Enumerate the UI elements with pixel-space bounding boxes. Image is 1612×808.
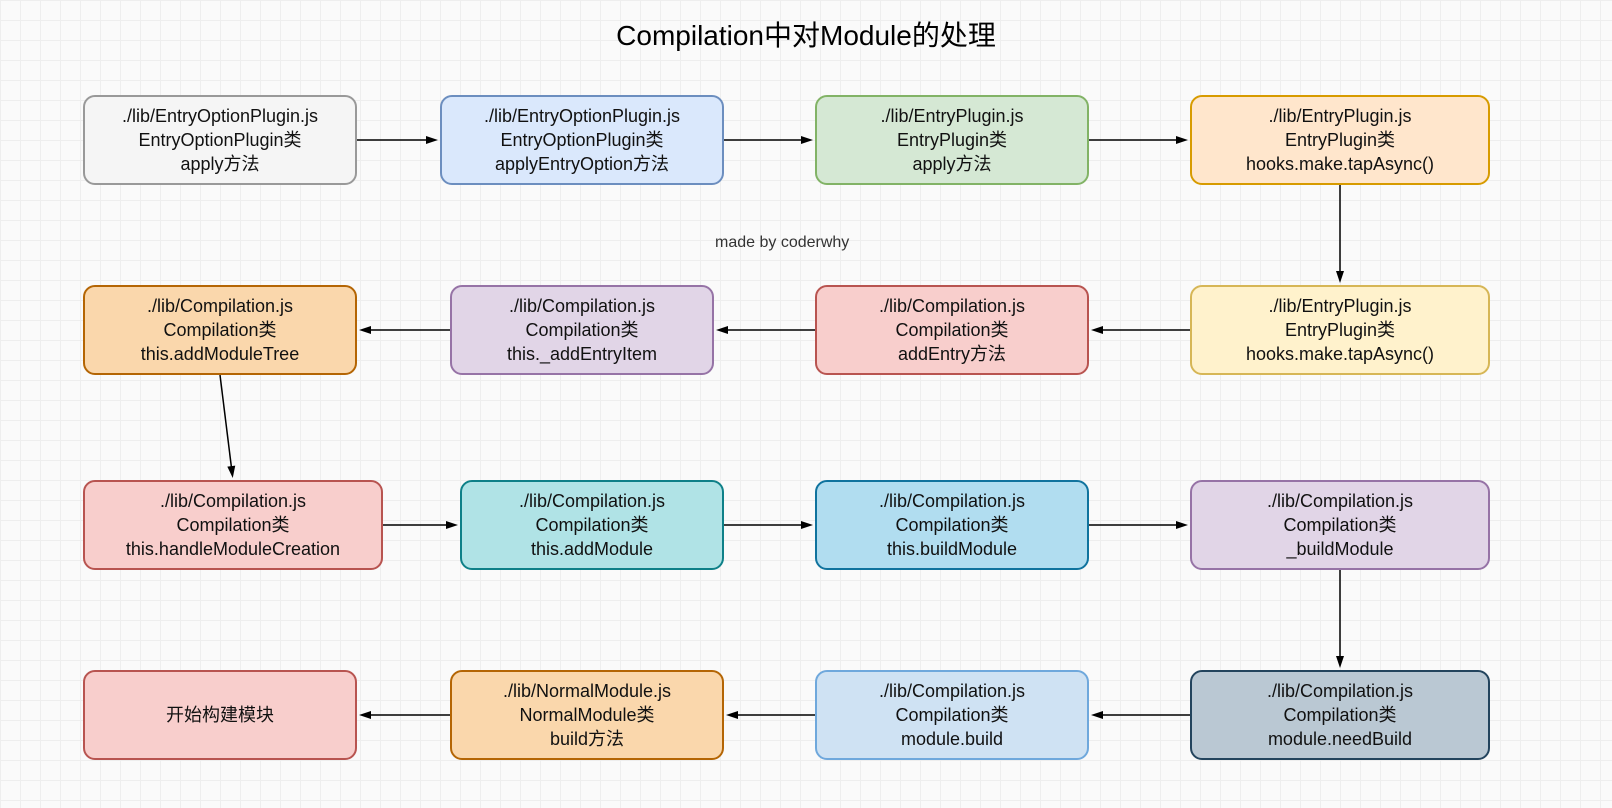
node-line: Compilation类	[895, 318, 1008, 342]
node-line: ./lib/Compilation.js	[879, 294, 1025, 318]
node-line: _buildModule	[1286, 537, 1393, 561]
node-line: EntryPlugin类	[1285, 318, 1395, 342]
node-line: ./lib/Compilation.js	[147, 294, 293, 318]
node-line: ./lib/Compilation.js	[160, 489, 306, 513]
node-line: Compilation类	[895, 703, 1008, 727]
node-line: EntryPlugin类	[897, 128, 1007, 152]
node-line: NormalModule类	[519, 703, 654, 727]
node-n16: 开始构建模块	[83, 670, 357, 760]
node-line: ./lib/Compilation.js	[1267, 679, 1413, 703]
node-line: applyEntryOption方法	[495, 152, 669, 176]
node-line: ./lib/Compilation.js	[879, 489, 1025, 513]
node-line: this.buildModule	[887, 537, 1017, 561]
node-line: ./lib/NormalModule.js	[503, 679, 671, 703]
node-n10: ./lib/Compilation.jsCompilation类this.add…	[460, 480, 724, 570]
node-n15: ./lib/NormalModule.jsNormalModule类build方…	[450, 670, 724, 760]
node-line: this.handleModuleCreation	[126, 537, 340, 561]
node-line: EntryOptionPlugin类	[500, 128, 663, 152]
node-line: hooks.make.tapAsync()	[1246, 342, 1434, 366]
node-n13: ./lib/Compilation.jsCompilation类module.n…	[1190, 670, 1490, 760]
node-line: apply方法	[912, 152, 991, 176]
node-line: ./lib/EntryPlugin.js	[1268, 104, 1411, 128]
node-line: apply方法	[180, 152, 259, 176]
node-line: Compilation类	[1283, 703, 1396, 727]
node-line: this._addEntryItem	[507, 342, 657, 366]
node-line: ./lib/Compilation.js	[509, 294, 655, 318]
node-n2: ./lib/EntryOptionPlugin.jsEntryOptionPlu…	[440, 95, 724, 185]
node-line: this.addModule	[531, 537, 653, 561]
node-line: build方法	[550, 727, 624, 751]
node-n11: ./lib/Compilation.jsCompilation类this.bui…	[815, 480, 1089, 570]
node-n12: ./lib/Compilation.jsCompilation类_buildMo…	[1190, 480, 1490, 570]
node-n9: ./lib/Compilation.jsCompilation类this.han…	[83, 480, 383, 570]
node-line: module.build	[901, 727, 1003, 751]
diagram-title: Compilation中对Module的处理	[0, 14, 1612, 54]
node-line: addEntry方法	[898, 342, 1006, 366]
node-line: ./lib/Compilation.js	[879, 679, 1025, 703]
node-line: ./lib/Compilation.js	[1267, 489, 1413, 513]
node-n7: ./lib/Compilation.jsCompilation类this._ad…	[450, 285, 714, 375]
node-n4: ./lib/EntryPlugin.jsEntryPlugin类hooks.ma…	[1190, 95, 1490, 185]
node-line: ./lib/EntryPlugin.js	[1268, 294, 1411, 318]
node-line: Compilation类	[1283, 513, 1396, 537]
node-line: Compilation类	[163, 318, 276, 342]
credit-text: made by coderwhy	[715, 234, 849, 252]
node-line: EntryOptionPlugin类	[138, 128, 301, 152]
node-n3: ./lib/EntryPlugin.jsEntryPlugin类apply方法	[815, 95, 1089, 185]
node-line: 开始构建模块	[166, 703, 274, 727]
node-line: Compilation类	[535, 513, 648, 537]
node-n6: ./lib/Compilation.jsCompilation类addEntry…	[815, 285, 1089, 375]
node-line: Compilation类	[176, 513, 289, 537]
node-line: Compilation类	[895, 513, 1008, 537]
node-n1: ./lib/EntryOptionPlugin.jsEntryOptionPlu…	[83, 95, 357, 185]
node-n8: ./lib/Compilation.jsCompilation类this.add…	[83, 285, 357, 375]
node-line: module.needBuild	[1268, 727, 1412, 751]
node-line: ./lib/EntryPlugin.js	[880, 104, 1023, 128]
node-line: ./lib/Compilation.js	[519, 489, 665, 513]
node-line: this.addModuleTree	[141, 342, 299, 366]
node-line: Compilation类	[525, 318, 638, 342]
node-line: ./lib/EntryOptionPlugin.js	[122, 104, 318, 128]
node-line: ./lib/EntryOptionPlugin.js	[484, 104, 680, 128]
node-line: EntryPlugin类	[1285, 128, 1395, 152]
node-n14: ./lib/Compilation.jsCompilation类module.b…	[815, 670, 1089, 760]
node-line: hooks.make.tapAsync()	[1246, 152, 1434, 176]
node-n5: ./lib/EntryPlugin.jsEntryPlugin类hooks.ma…	[1190, 285, 1490, 375]
